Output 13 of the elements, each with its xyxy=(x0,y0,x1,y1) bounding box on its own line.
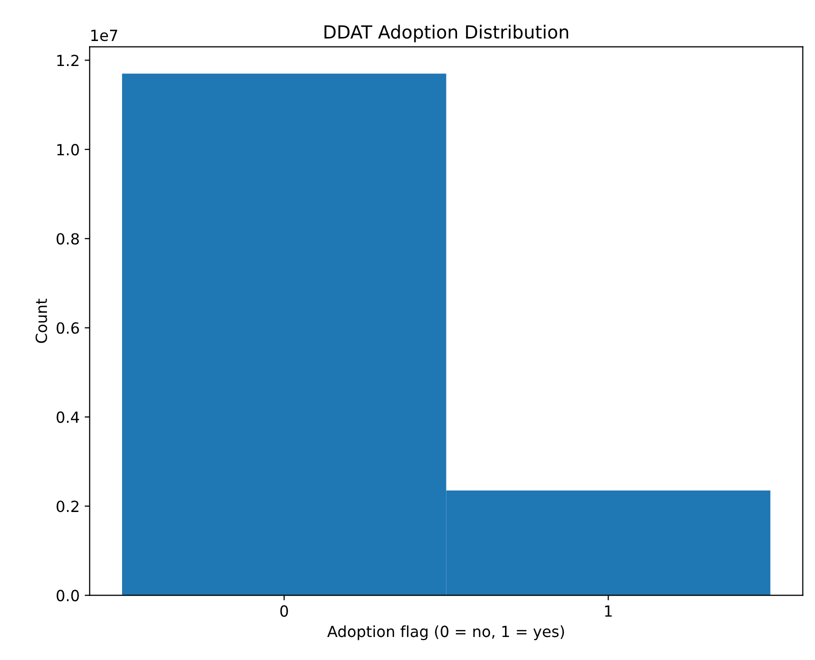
y-tick-label: 0.6 xyxy=(56,322,79,334)
y-tick-label: 0.8 xyxy=(56,233,79,245)
chart-title: DDAT Adoption Distribution xyxy=(324,24,568,42)
y-tick-label: 0.0 xyxy=(56,590,79,602)
text: 1e7 xyxy=(91,30,118,42)
x-tick-label: 1 xyxy=(605,606,612,617)
y-tick-label: 0.2 xyxy=(56,500,78,512)
y-axis-title: Count xyxy=(36,298,48,343)
x-tick-label: 0 xyxy=(280,605,288,617)
y-tick-label: 1.0 xyxy=(57,144,79,156)
y-tick-label: 1.2 xyxy=(57,54,78,66)
x-axis-title: Adoption flag (0 = no, 1 = yes) xyxy=(327,625,564,640)
y-tick-label: 0.4 xyxy=(56,411,80,423)
